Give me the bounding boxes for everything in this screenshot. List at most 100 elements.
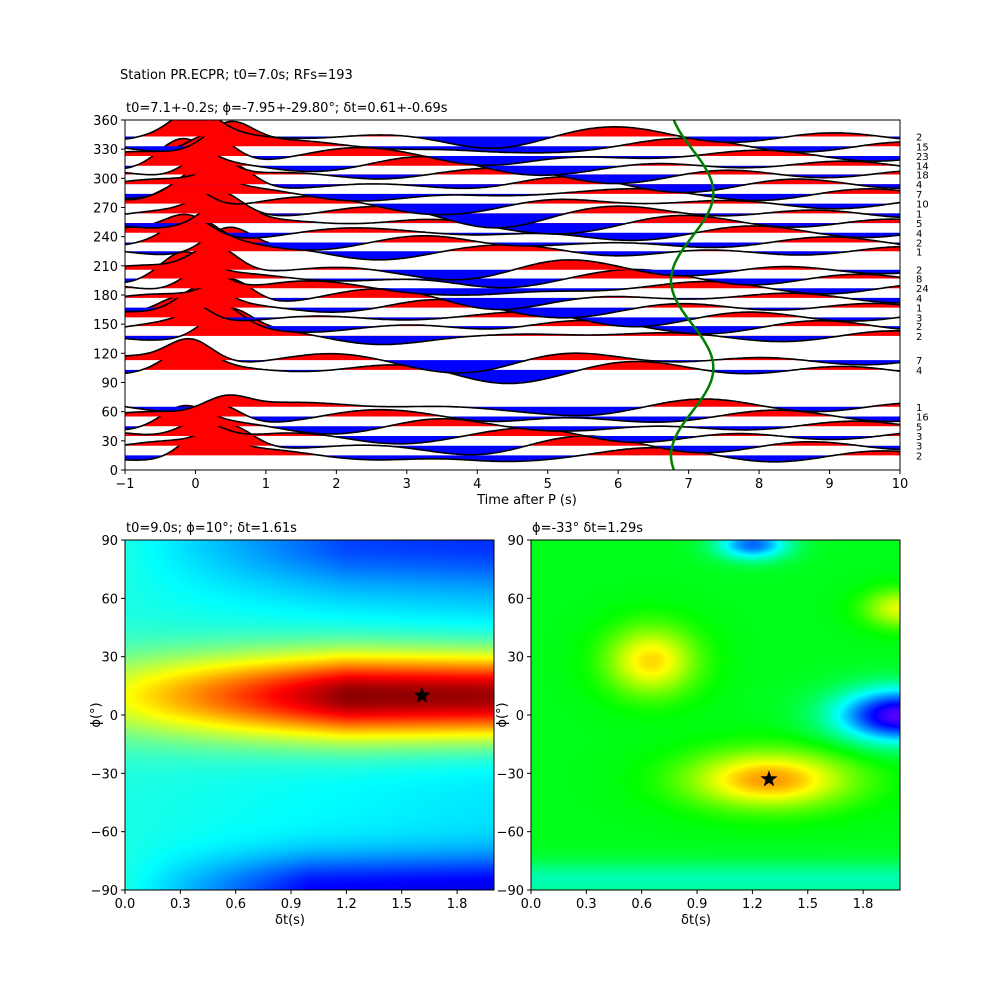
x-tick-label: 0.0 <box>521 897 542 912</box>
rf-trace-line <box>125 427 900 463</box>
right-best-fit-star <box>760 770 778 787</box>
rf-count-label: 4 <box>916 180 922 191</box>
rf-count-label: 15 <box>916 142 929 153</box>
grid-search-left: t0=9.0s; ϕ=10°; δt=1.61s 0.0 0.3 0.6 0.9 1.2… <box>89 521 495 928</box>
rf-trace-line <box>125 284 900 319</box>
x-tick-label: 0.3 <box>576 897 597 912</box>
y-tick-label: 60 <box>101 592 118 607</box>
y-tick-label: −60 <box>497 826 524 841</box>
right-ticks: 0.0 0.3 0.6 0.9 1.2 1.5 1.8 90 60 30 0 −30 −60 −90 <box>497 534 874 912</box>
rf-trace-negative-fill <box>125 165 900 176</box>
x-tick-label: 0.9 <box>281 897 302 912</box>
rf-y-tick-label: 60 <box>101 406 118 421</box>
rf-trace-line <box>125 167 900 202</box>
rf-count-label: 2 <box>916 322 922 333</box>
rf-trace-negative-fill <box>125 369 900 384</box>
rf-count-label: 16 <box>916 413 929 424</box>
rf-count-label: 7 <box>916 356 922 367</box>
rf-count-label: 1 <box>916 403 922 414</box>
rf-trace-line <box>125 268 900 296</box>
rf-trace-positive-fill <box>125 162 900 185</box>
left-best-fit-star <box>413 686 431 703</box>
rf-trace-line <box>125 137 900 177</box>
rf-count-label: 2 <box>916 266 922 277</box>
rf-trace-negative-fill <box>125 435 900 444</box>
rf-count-label: 14 <box>916 162 929 173</box>
rf-panel: t0=7.1+-0.2s; ϕ=-7.95+-29.80°; δt=0.61+-… <box>93 101 929 508</box>
x-tick-label: 1.2 <box>742 897 763 912</box>
rf-count-label: 1 <box>916 209 922 220</box>
x-tick-label: 1.8 <box>853 897 874 912</box>
y-tick-label: 60 <box>507 592 524 607</box>
rf-trace-negative-fill <box>125 307 900 318</box>
rf-trace-negative-fill <box>125 203 900 215</box>
rf-y-tick-label: 240 <box>93 231 118 246</box>
x-tick-label: 0.3 <box>170 897 191 912</box>
rf-trace-positive-fill <box>125 190 900 214</box>
rf-y-tick-label: 120 <box>93 347 118 362</box>
rf-trace-line <box>125 182 900 216</box>
rf-trace-negative-fill <box>125 317 900 327</box>
rf-x-tick-label: 4 <box>473 477 481 492</box>
rf-trace-negative-fill <box>125 455 900 462</box>
x-tick-label: 1.2 <box>336 897 357 912</box>
y-tick-label: 0 <box>110 709 118 724</box>
rf-x-tick-label: −1 <box>115 477 134 492</box>
rf-trace-negative-fill <box>125 269 900 280</box>
rf-y-tick-label: 210 <box>93 260 118 275</box>
rf-count-label: 2 <box>916 332 922 343</box>
rf-trace-line <box>125 244 900 281</box>
rf-trace-positive-fill <box>125 405 900 427</box>
left-ticks: 0.0 0.3 0.6 0.9 1.2 1.5 1.8 90 60 30 0 −30 −60 −90 <box>91 534 468 912</box>
rf-trace-line <box>125 299 900 335</box>
right-panel-title: ϕ=-33° δt=1.29s <box>532 521 643 536</box>
rf-count-label: 5 <box>916 219 922 230</box>
rf-trace-negative-fill <box>125 360 900 373</box>
rf-trace-negative-fill <box>125 174 900 184</box>
rf-x-axis-label: Time after P (s) <box>476 493 577 508</box>
rf-panel-title: t0=7.1+-0.2s; ϕ=-7.95+-29.80°; δt=0.61+-… <box>126 101 448 116</box>
y-tick-label: 90 <box>101 534 118 549</box>
rf-y-ticks: 0 30 60 90 120 150 180 210 240 270 300 330 360 <box>93 114 125 479</box>
y-tick-label: 30 <box>507 651 524 666</box>
x-tick-label: 1.8 <box>447 897 468 912</box>
rf-trace-line <box>125 190 900 229</box>
rf-trace-line <box>125 215 900 251</box>
rf-count-label: 4 <box>916 229 922 240</box>
rf-count-label: 3 <box>916 442 922 453</box>
left-y-axis-label: ϕ(°) <box>89 702 104 727</box>
y-tick-label: −90 <box>91 884 118 899</box>
rf-count-label: 1 <box>916 304 922 315</box>
rf-trace-line <box>125 337 900 374</box>
rf-y-tick-label: 0 <box>110 464 118 479</box>
rf-count-label: 7 <box>916 190 922 201</box>
y-tick-label: 90 <box>507 534 524 549</box>
rf-y-tick-label: 300 <box>93 172 118 187</box>
x-tick-label: 1.5 <box>797 897 818 912</box>
rf-count-label: 10 <box>916 200 929 211</box>
rf-trace-line <box>125 404 900 435</box>
rf-x-tick-label: 1 <box>262 477 270 492</box>
rf-count-label: 4 <box>916 294 922 305</box>
rf-trace-positive-fill <box>125 403 900 417</box>
x-tick-label: 1.5 <box>391 897 412 912</box>
right-x-axis-label: δt(s) <box>681 913 711 928</box>
rf-trace-negative-fill <box>125 251 900 260</box>
rf-trace-positive-fill <box>125 183 900 204</box>
rf-trace-positive-fill <box>125 214 900 233</box>
rf-y-tick-label: 90 <box>101 377 118 392</box>
rf-trace-positive-fill <box>125 138 900 166</box>
x-tick-label: 0.0 <box>115 897 136 912</box>
rf-trace-negative-fill <box>125 335 900 345</box>
grid-search-right: ϕ=-33° δt=1.29s 0.0 0.3 0.6 0.9 1.2 1.5 1.8 90 6… <box>495 521 901 928</box>
rf-count-label: 1 <box>916 247 922 258</box>
rf-x-tick-label: 5 <box>544 477 552 492</box>
rf-trace-line <box>125 120 900 149</box>
rf-x-tick-label: 0 <box>191 477 199 492</box>
rf-traces <box>125 120 900 463</box>
rf-trace-negative-fill <box>125 278 900 288</box>
rf-trace-negative-fill <box>125 242 900 251</box>
rf-trace-line <box>125 402 900 423</box>
rf-count-label: 5 <box>916 422 922 433</box>
y-tick-label: −60 <box>91 826 118 841</box>
